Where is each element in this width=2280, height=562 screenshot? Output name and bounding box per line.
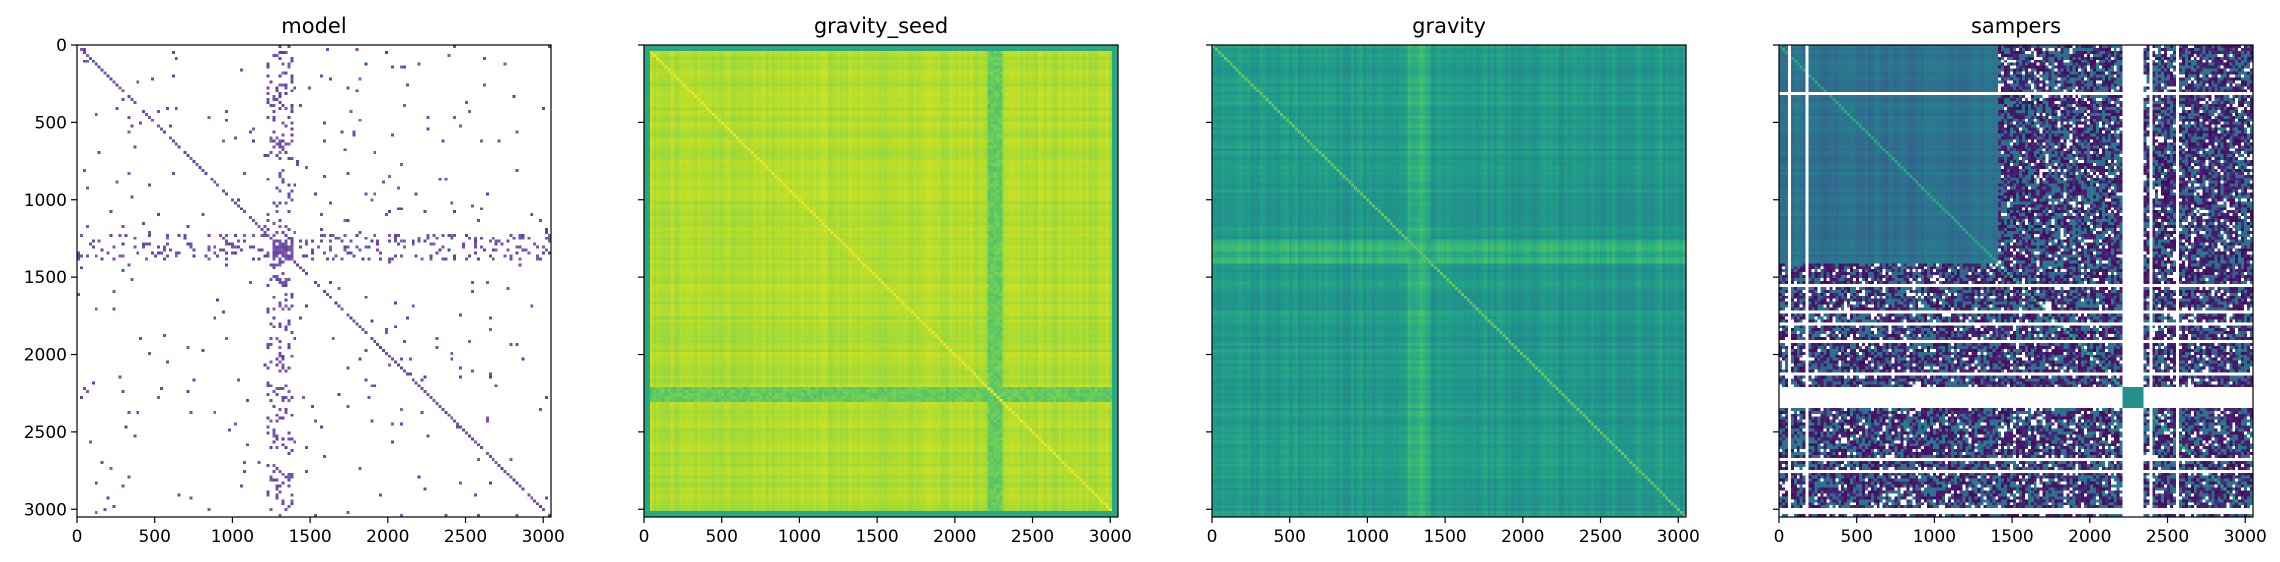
heatmap-image (1212, 45, 1686, 517)
axes-frame (1211, 44, 1687, 518)
x-tick-label: 0 (1774, 527, 1785, 547)
x-tick-label: 2500 (1011, 527, 1054, 547)
x-tick-label: 0 (72, 527, 83, 547)
x-tick-label: 2000 (1501, 527, 1544, 547)
x-tick-label: 3000 (2224, 527, 2267, 547)
y-tick-label: 3000 (24, 500, 67, 520)
heatmap-image (1779, 45, 2253, 517)
x-tick-label: 3000 (522, 527, 565, 547)
y-tick-label: 1500 (24, 268, 67, 288)
x-tick-label: 1000 (1346, 527, 1389, 547)
x-tick-label: 3000 (1657, 527, 1700, 547)
x-tick-label: 1000 (778, 527, 821, 547)
chart-title: gravity_seed (814, 14, 948, 39)
y-tick-label: 2000 (24, 346, 67, 366)
chart-title: gravity (1412, 14, 1486, 38)
chart-title: model (281, 14, 346, 38)
x-tick-label: 2000 (366, 527, 409, 547)
y-tick-label: 500 (35, 113, 67, 133)
heatmap-image (77, 45, 551, 517)
x-tick-label: 1000 (211, 527, 254, 547)
x-tick-label: 1500 (288, 527, 331, 547)
axes-frame (76, 44, 552, 518)
x-tick-label: 0 (1207, 527, 1218, 547)
heatmap-image (644, 45, 1118, 517)
x-tick-label: 2500 (2146, 527, 2189, 547)
chart-panel: gravity_seed 0 500 1000 1500 2000 2500 3000 (638, 14, 1132, 547)
x-tick-label: 1500 (1990, 527, 2033, 547)
axes-frame (1778, 44, 2254, 518)
y-tick-label: 2500 (24, 423, 67, 443)
x-tick-label: 1000 (1913, 527, 1956, 547)
x-tick-label: 0 (639, 527, 650, 547)
x-tick-label: 500 (1273, 527, 1305, 547)
x-tick-label: 2500 (1579, 527, 1622, 547)
x-tick-label: 500 (705, 527, 737, 547)
x-tick-label: 1500 (855, 527, 898, 547)
chart-panel: sampers 0 500 1000 1500 2000 2500 3000 (1773, 14, 2267, 547)
axes-frame (643, 44, 1119, 518)
x-tick-label: 500 (1840, 527, 1872, 547)
x-tick-label: 2000 (2068, 527, 2111, 547)
x-tick-label: 2000 (933, 527, 976, 547)
chart-panel: gravity 0 500 1000 1500 2000 2500 3000 (1206, 14, 1700, 547)
x-tick-label: 2500 (444, 527, 487, 547)
chart-title: sampers (1971, 14, 2061, 38)
x-tick-label: 1500 (1423, 527, 1466, 547)
x-tick-label: 500 (138, 527, 170, 547)
y-tick-label: 1000 (24, 191, 67, 211)
y-tick-label: 0 (56, 36, 67, 56)
x-tick-label: 3000 (1089, 527, 1132, 547)
